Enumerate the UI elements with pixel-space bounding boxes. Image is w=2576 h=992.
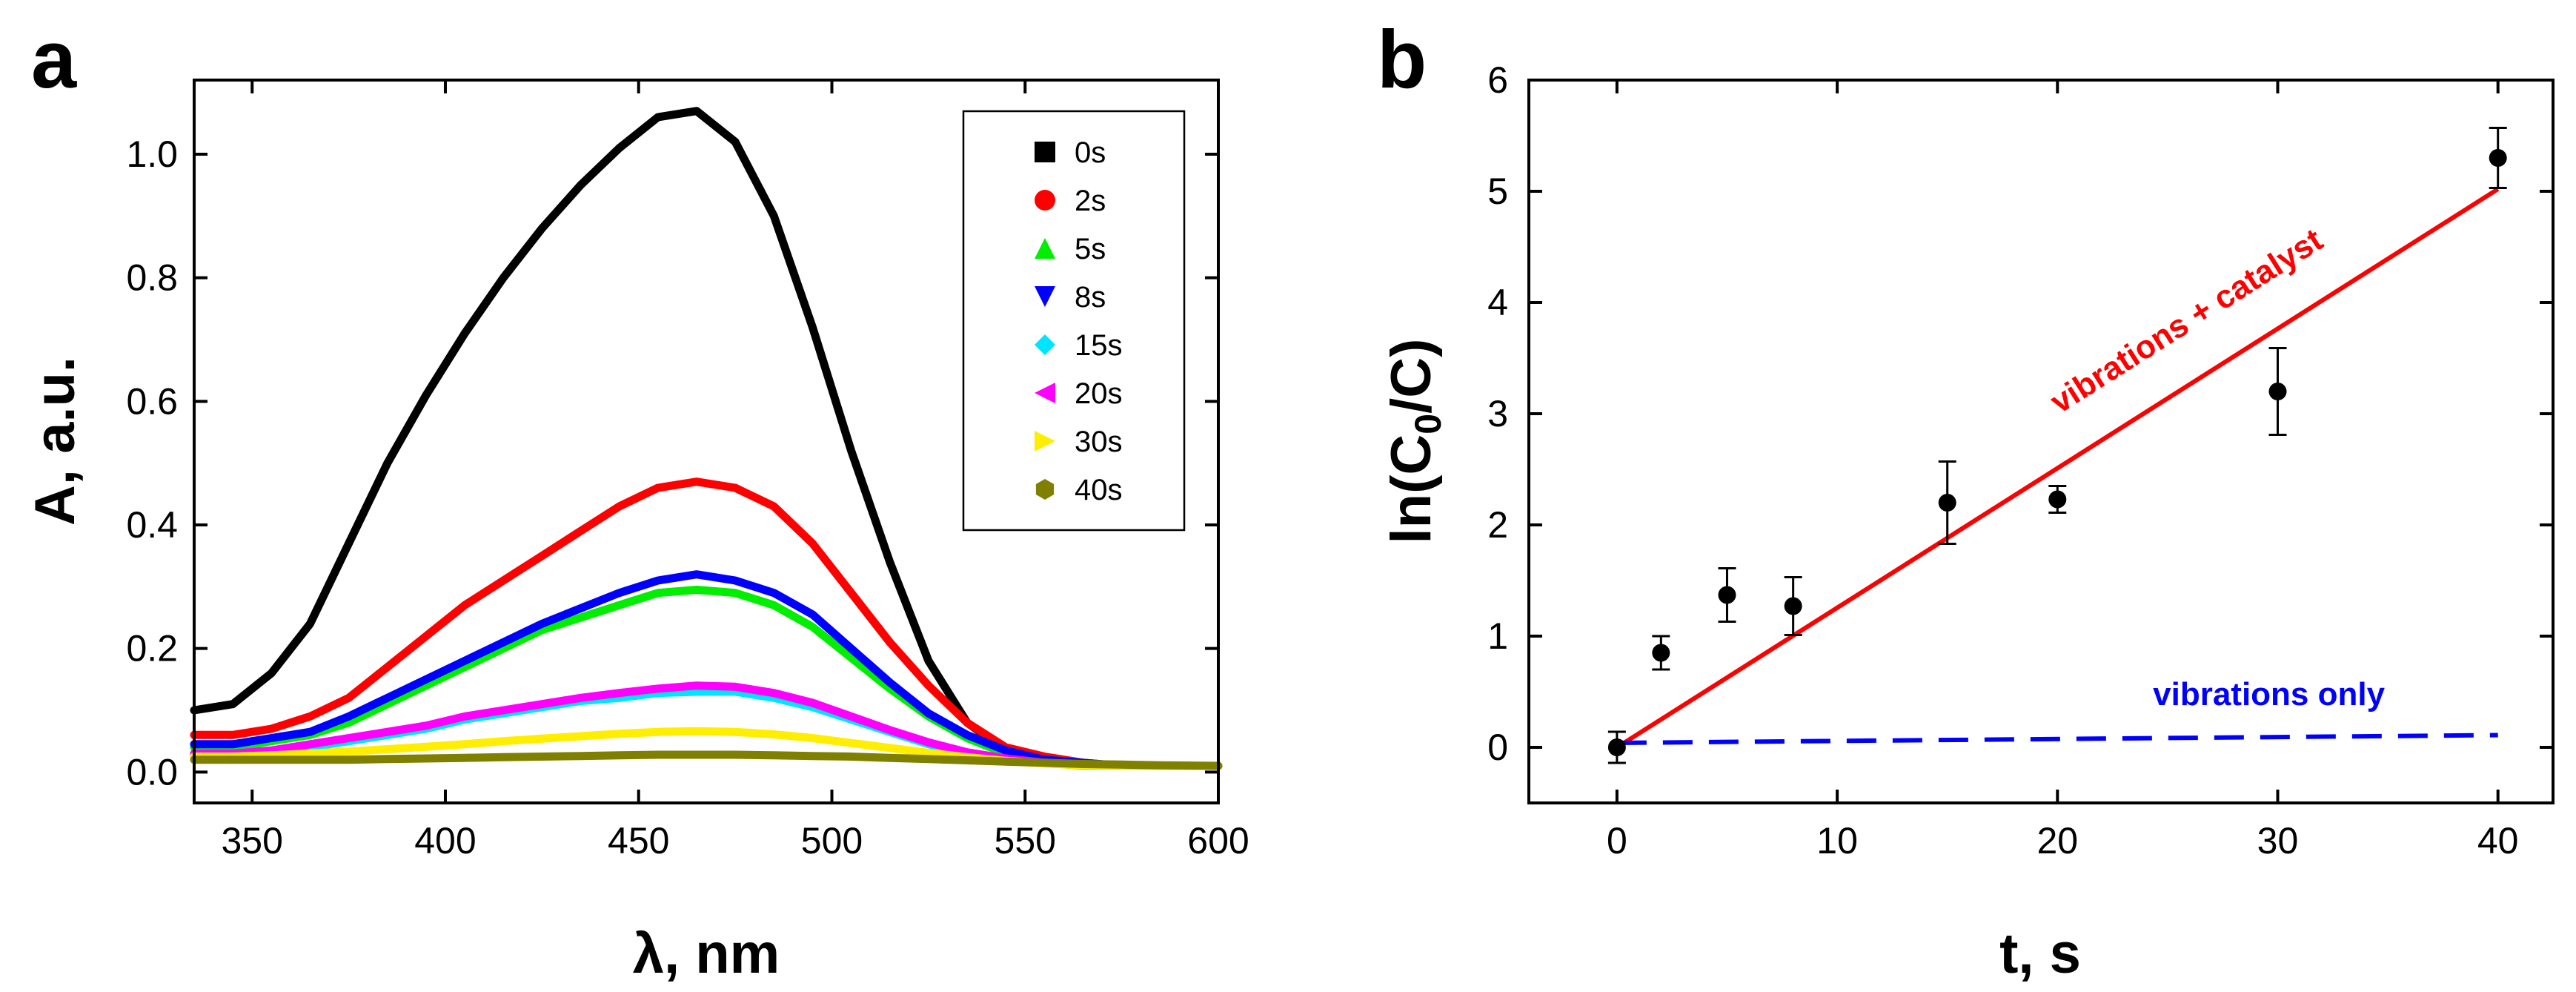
- y-tick-label: 4: [1487, 282, 1508, 323]
- panel-a-letter: a: [31, 14, 77, 105]
- panel-a-legend: 0s 2s 5s 8s 15s 20s 30s 40s: [962, 110, 1186, 532]
- x-tick-label: 600: [1187, 820, 1249, 862]
- x-tick-label: 450: [608, 820, 669, 862]
- y-tick-label: 1.0: [126, 133, 178, 175]
- panel-b-letter: b: [1377, 14, 1427, 105]
- series-line-40s: [190, 750, 1223, 770]
- panel-a-chart: 350 400 450 500 550 600 0.0 0.2 0.4 0.6 0.8 1.0 λ, …: [24, 79, 1249, 985]
- panel-a-frame: [193, 79, 1220, 804]
- legend-label-0s: 0s: [1075, 136, 1106, 169]
- x-tick-label: 0: [1607, 820, 1627, 862]
- y-tick-label: 1: [1487, 615, 1508, 657]
- y-tick-label: 6: [1487, 59, 1508, 101]
- legend-label-20s: 20s: [1075, 377, 1123, 410]
- x-tick-label: 20: [2036, 820, 2078, 862]
- legend-marker-20s: [1035, 383, 1055, 403]
- panel-b-frame: [1527, 79, 2555, 804]
- panel-a-plot-area: [190, 107, 1223, 770]
- x-tick-label: 40: [2477, 820, 2519, 862]
- ylabel-prefix: ln(C: [1380, 434, 1443, 544]
- legend-marker-2s: [1035, 190, 1055, 211]
- data-point: [1938, 494, 1956, 512]
- legend-marker-8s: [1035, 286, 1055, 307]
- ylabel-subscript: 0: [1407, 414, 1449, 434]
- fit-line-vibrations-only: [1616, 733, 2498, 745]
- x-tick-label: 550: [995, 820, 1056, 862]
- data-point: [1718, 586, 1736, 604]
- legend-marker-15s: [1035, 334, 1055, 355]
- y-tick-label: 0.0: [126, 751, 178, 793]
- data-point: [2048, 490, 2067, 509]
- data-point: [2489, 149, 2507, 167]
- data-point: [1784, 597, 1802, 615]
- legend-label-40s: 40s: [1075, 474, 1123, 506]
- panel-a-x-axis-title: λ, nm: [633, 922, 780, 985]
- y-tick-label: 0.8: [126, 257, 178, 299]
- y-tick-label: 0: [1487, 727, 1508, 768]
- panel-b-y-axis-title: ln(C0/C): [1380, 339, 1449, 544]
- y-tick-label: 0.6: [126, 380, 178, 422]
- legend-label-30s: 30s: [1075, 426, 1123, 458]
- x-tick-label: 10: [1816, 820, 1858, 862]
- legend-marker-40s: [1035, 479, 1055, 500]
- fit-line-vibrations-catalyst: [1616, 187, 2500, 750]
- data-point: [2268, 383, 2287, 400]
- y-tick-label: 3: [1487, 393, 1508, 434]
- data-point: [1607, 738, 1626, 756]
- legend-label-5s: 5s: [1075, 233, 1106, 265]
- legend-marker-0s: [1035, 142, 1055, 162]
- data-point: [1652, 644, 1670, 662]
- vibrations-only-label: vibrations only: [2153, 676, 2385, 712]
- legend-marker-5s: [1035, 238, 1055, 259]
- x-tick-label: 30: [2257, 820, 2299, 862]
- panel-b-x-axis-title: t, s: [1999, 922, 2081, 985]
- legend-label-8s: 8s: [1075, 281, 1106, 314]
- legend-marker-30s: [1035, 431, 1055, 452]
- legend-box: [962, 110, 1186, 532]
- panel-a-y-axis-title: A, a.u.: [24, 357, 87, 526]
- x-tick-label: 500: [801, 820, 863, 862]
- panel-b-ticks: 0 10 20 30 40 0 1 2 3 4 5 6: [1487, 59, 2553, 862]
- legend-label-15s: 15s: [1075, 329, 1123, 362]
- y-tick-label: 0.2: [126, 628, 178, 669]
- x-tick-label: 400: [414, 820, 476, 862]
- legend-label-2s: 2s: [1075, 185, 1106, 217]
- x-tick-label: 350: [222, 820, 283, 862]
- ylabel-suffix: /C): [1380, 339, 1443, 414]
- y-tick-label: 2: [1487, 504, 1508, 546]
- panel-b-plot-area: [1607, 127, 2507, 764]
- panel-a-ticks: 350 400 450 500 550 600 0.0 0.2 0.4 0.6 0.8 1.0: [126, 80, 1249, 862]
- y-tick-label: 5: [1487, 171, 1508, 212]
- y-tick-label: 0.4: [126, 504, 178, 546]
- series-line-8s: [190, 570, 1223, 770]
